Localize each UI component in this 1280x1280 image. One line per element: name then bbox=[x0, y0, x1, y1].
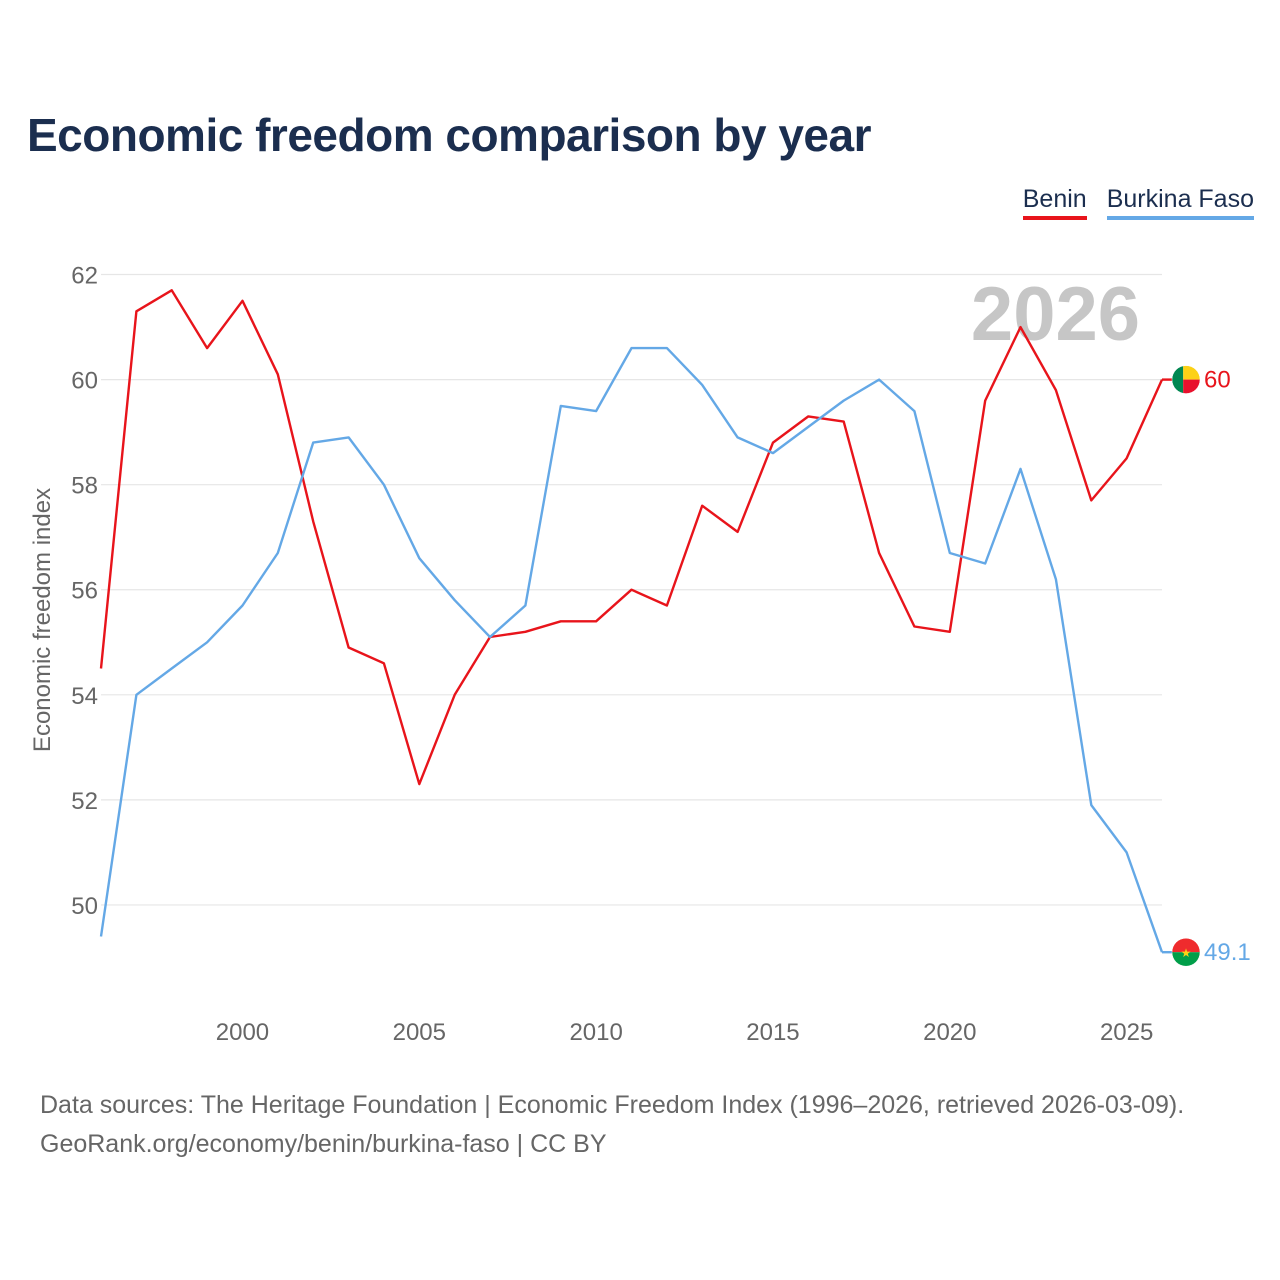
x-axis-ticks: 2000 2005 2010 2015 2020 2025 bbox=[216, 1019, 1154, 1046]
legend-item-burkina-faso[interactable]: Burkina Faso bbox=[1106, 184, 1254, 220]
y-tick-label: 50 bbox=[71, 893, 98, 920]
x-tick-label: 2005 bbox=[393, 1019, 446, 1046]
y-tick-label: 62 bbox=[71, 263, 98, 290]
footer: Data sources: The Heritage Foundation | … bbox=[40, 1086, 1184, 1164]
series-line-burkina-faso[interactable] bbox=[99, 346, 1164, 953]
footer-credit: GeoRank.org/economy/benin/burkina-faso |… bbox=[40, 1130, 607, 1158]
x-tick-label: 2025 bbox=[1100, 1019, 1153, 1046]
end-value-label: 49.1 bbox=[1204, 939, 1251, 966]
burkina-faso-flag-icon: ★ bbox=[1171, 937, 1201, 967]
x-tick-label: 2020 bbox=[923, 1019, 976, 1046]
y-tick-label: 60 bbox=[71, 368, 98, 395]
series-line-benin[interactable] bbox=[99, 289, 1164, 786]
chart-title: Economic freedom comparison by year bbox=[27, 109, 872, 161]
y-tick-label: 58 bbox=[71, 473, 98, 500]
x-tick-label: 2010 bbox=[569, 1019, 622, 1046]
x-tick-label: 2000 bbox=[216, 1019, 269, 1046]
legend-item-benin[interactable]: Benin bbox=[1022, 184, 1087, 220]
legend: Benin Burkina Faso bbox=[1022, 184, 1254, 220]
y-axis-label: Economic freedom index bbox=[29, 488, 56, 752]
svg-text:★: ★ bbox=[1181, 946, 1192, 960]
y-tick-label: 56 bbox=[71, 578, 98, 605]
footer-source: Data sources: The Heritage Foundation | … bbox=[40, 1091, 1185, 1119]
series-lines bbox=[99, 289, 1164, 953]
y-tick-label: 52 bbox=[71, 788, 98, 815]
series-end-markers: 60 ★ 49.1 bbox=[1162, 365, 1251, 967]
y-tick-label: 54 bbox=[71, 683, 98, 710]
end-value-label: 60 bbox=[1204, 367, 1231, 394]
year-watermark: 2026 bbox=[971, 272, 1140, 357]
x-tick-label: 2015 bbox=[746, 1019, 799, 1046]
y-axis-ticks: 50 52 54 56 58 60 62 bbox=[71, 263, 98, 920]
